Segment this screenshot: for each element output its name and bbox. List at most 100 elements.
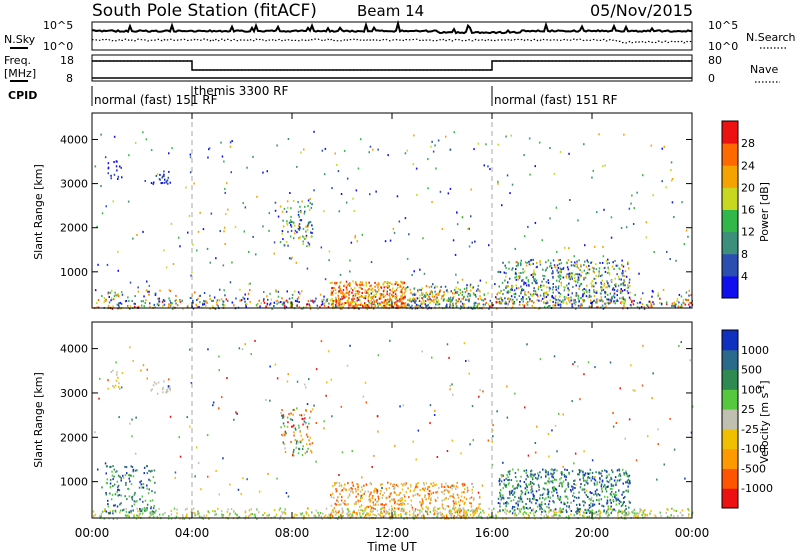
- power-cell: [439, 289, 441, 292]
- velocity-cell: [146, 508, 148, 511]
- velocity-cell: [242, 477, 244, 480]
- velocity-cell: [444, 517, 446, 520]
- velocity-cell: [107, 499, 109, 502]
- power-cell: [468, 300, 470, 303]
- power-colorbar-swatch: [722, 165, 738, 188]
- velocity-cell: [347, 515, 349, 518]
- velocity-cell: [116, 373, 118, 376]
- power-cell: [181, 299, 183, 302]
- power-cell: [461, 302, 464, 305]
- x-tick-label: 04:00: [175, 526, 210, 540]
- power-cell: [477, 303, 480, 306]
- velocity-cell: [554, 478, 556, 481]
- power-cell: [290, 225, 293, 228]
- velocity-cell: [508, 482, 510, 485]
- power-cell: [375, 290, 377, 293]
- velocity-cell: [598, 481, 601, 484]
- velocity-cell: [524, 487, 527, 490]
- power-cell: [580, 282, 583, 285]
- velocity-cell: [589, 511, 591, 514]
- velocity-cell: [331, 515, 334, 518]
- power-cell: [401, 305, 403, 308]
- velocity-cell: [580, 469, 582, 472]
- velocity-cell: [535, 502, 537, 505]
- velocity-cell: [365, 514, 367, 517]
- velocity-cell: [522, 511, 525, 514]
- velocity-cell: [434, 512, 436, 515]
- power-cell: [370, 296, 372, 299]
- velocity-cell: [377, 495, 379, 498]
- velocity-cell: [558, 514, 560, 517]
- power-cell: [583, 276, 585, 279]
- power-cell: [508, 300, 511, 303]
- velocity-cell: [214, 510, 216, 513]
- power-cell: [682, 298, 685, 301]
- velocity-cell: [154, 491, 156, 494]
- power-cell: [593, 299, 595, 302]
- velocity-cell: [565, 488, 567, 491]
- velocity-cell: [368, 514, 371, 517]
- velocity-cell: [421, 510, 423, 513]
- power-cell: [256, 302, 259, 305]
- power-cell: [478, 289, 480, 292]
- velocity-cell: [547, 471, 549, 474]
- velocity-cell: [452, 495, 454, 498]
- power-cell: [514, 296, 516, 299]
- velocity-cell: [472, 486, 474, 488]
- velocity-cell: [287, 495, 290, 498]
- velocity-cell: [618, 502, 620, 505]
- power-cell: [131, 300, 133, 302]
- velocity-cell: [151, 469, 153, 472]
- power-cell: [337, 170, 340, 173]
- power-cell: [281, 232, 283, 235]
- velocity-cell: [281, 414, 283, 417]
- power-cell: [483, 164, 485, 167]
- power-cell: [466, 284, 468, 287]
- power-cell: [405, 289, 407, 292]
- power-cell: [310, 206, 313, 209]
- power-cell: [557, 301, 559, 304]
- power-cell: [306, 303, 309, 306]
- velocity-cell: [281, 409, 283, 411]
- velocity-cell: [360, 495, 362, 497]
- power-cell: [423, 295, 425, 298]
- velocity-cell: [403, 494, 405, 497]
- power-cell: [617, 300, 619, 302]
- velocity-cell: [399, 405, 401, 408]
- power-cell: [447, 291, 449, 294]
- velocity-cell: [654, 514, 656, 517]
- velocity-cell: [308, 422, 310, 425]
- velocity-cell: [610, 501, 612, 504]
- velocity-cell: [449, 486, 452, 489]
- power-cell: [671, 201, 674, 204]
- power-cell: [398, 220, 401, 223]
- velocity-cell: [412, 515, 415, 518]
- power-cell: [275, 289, 277, 292]
- power-cell: [560, 284, 563, 287]
- power-cell: [566, 302, 568, 305]
- power-cell: [220, 298, 223, 301]
- power-cell: [319, 293, 322, 296]
- power-cell: [569, 199, 571, 201]
- velocity-cell: [585, 489, 588, 492]
- velocity-cell: [327, 350, 330, 353]
- power-cell: [308, 243, 311, 246]
- power-cell: [436, 296, 438, 299]
- power-cell: [203, 299, 205, 302]
- power-cell: [535, 262, 538, 264]
- velocity-cell: [396, 507, 398, 510]
- velocity-cell: [513, 506, 516, 509]
- velocity-cell: [559, 478, 561, 481]
- velocity-cell: [320, 515, 323, 518]
- power-cell: [354, 293, 356, 295]
- velocity-cell: [355, 490, 357, 493]
- velocity-cell: [583, 479, 585, 482]
- power-cell: [605, 305, 607, 308]
- velocity-cell: [666, 508, 668, 511]
- power-cell: [331, 301, 334, 303]
- power-cell: [309, 198, 311, 200]
- velocity-cell: [464, 509, 466, 512]
- velocity-cell: [427, 492, 430, 495]
- velocity-cell: [609, 499, 612, 502]
- velocity-cell: [464, 488, 466, 491]
